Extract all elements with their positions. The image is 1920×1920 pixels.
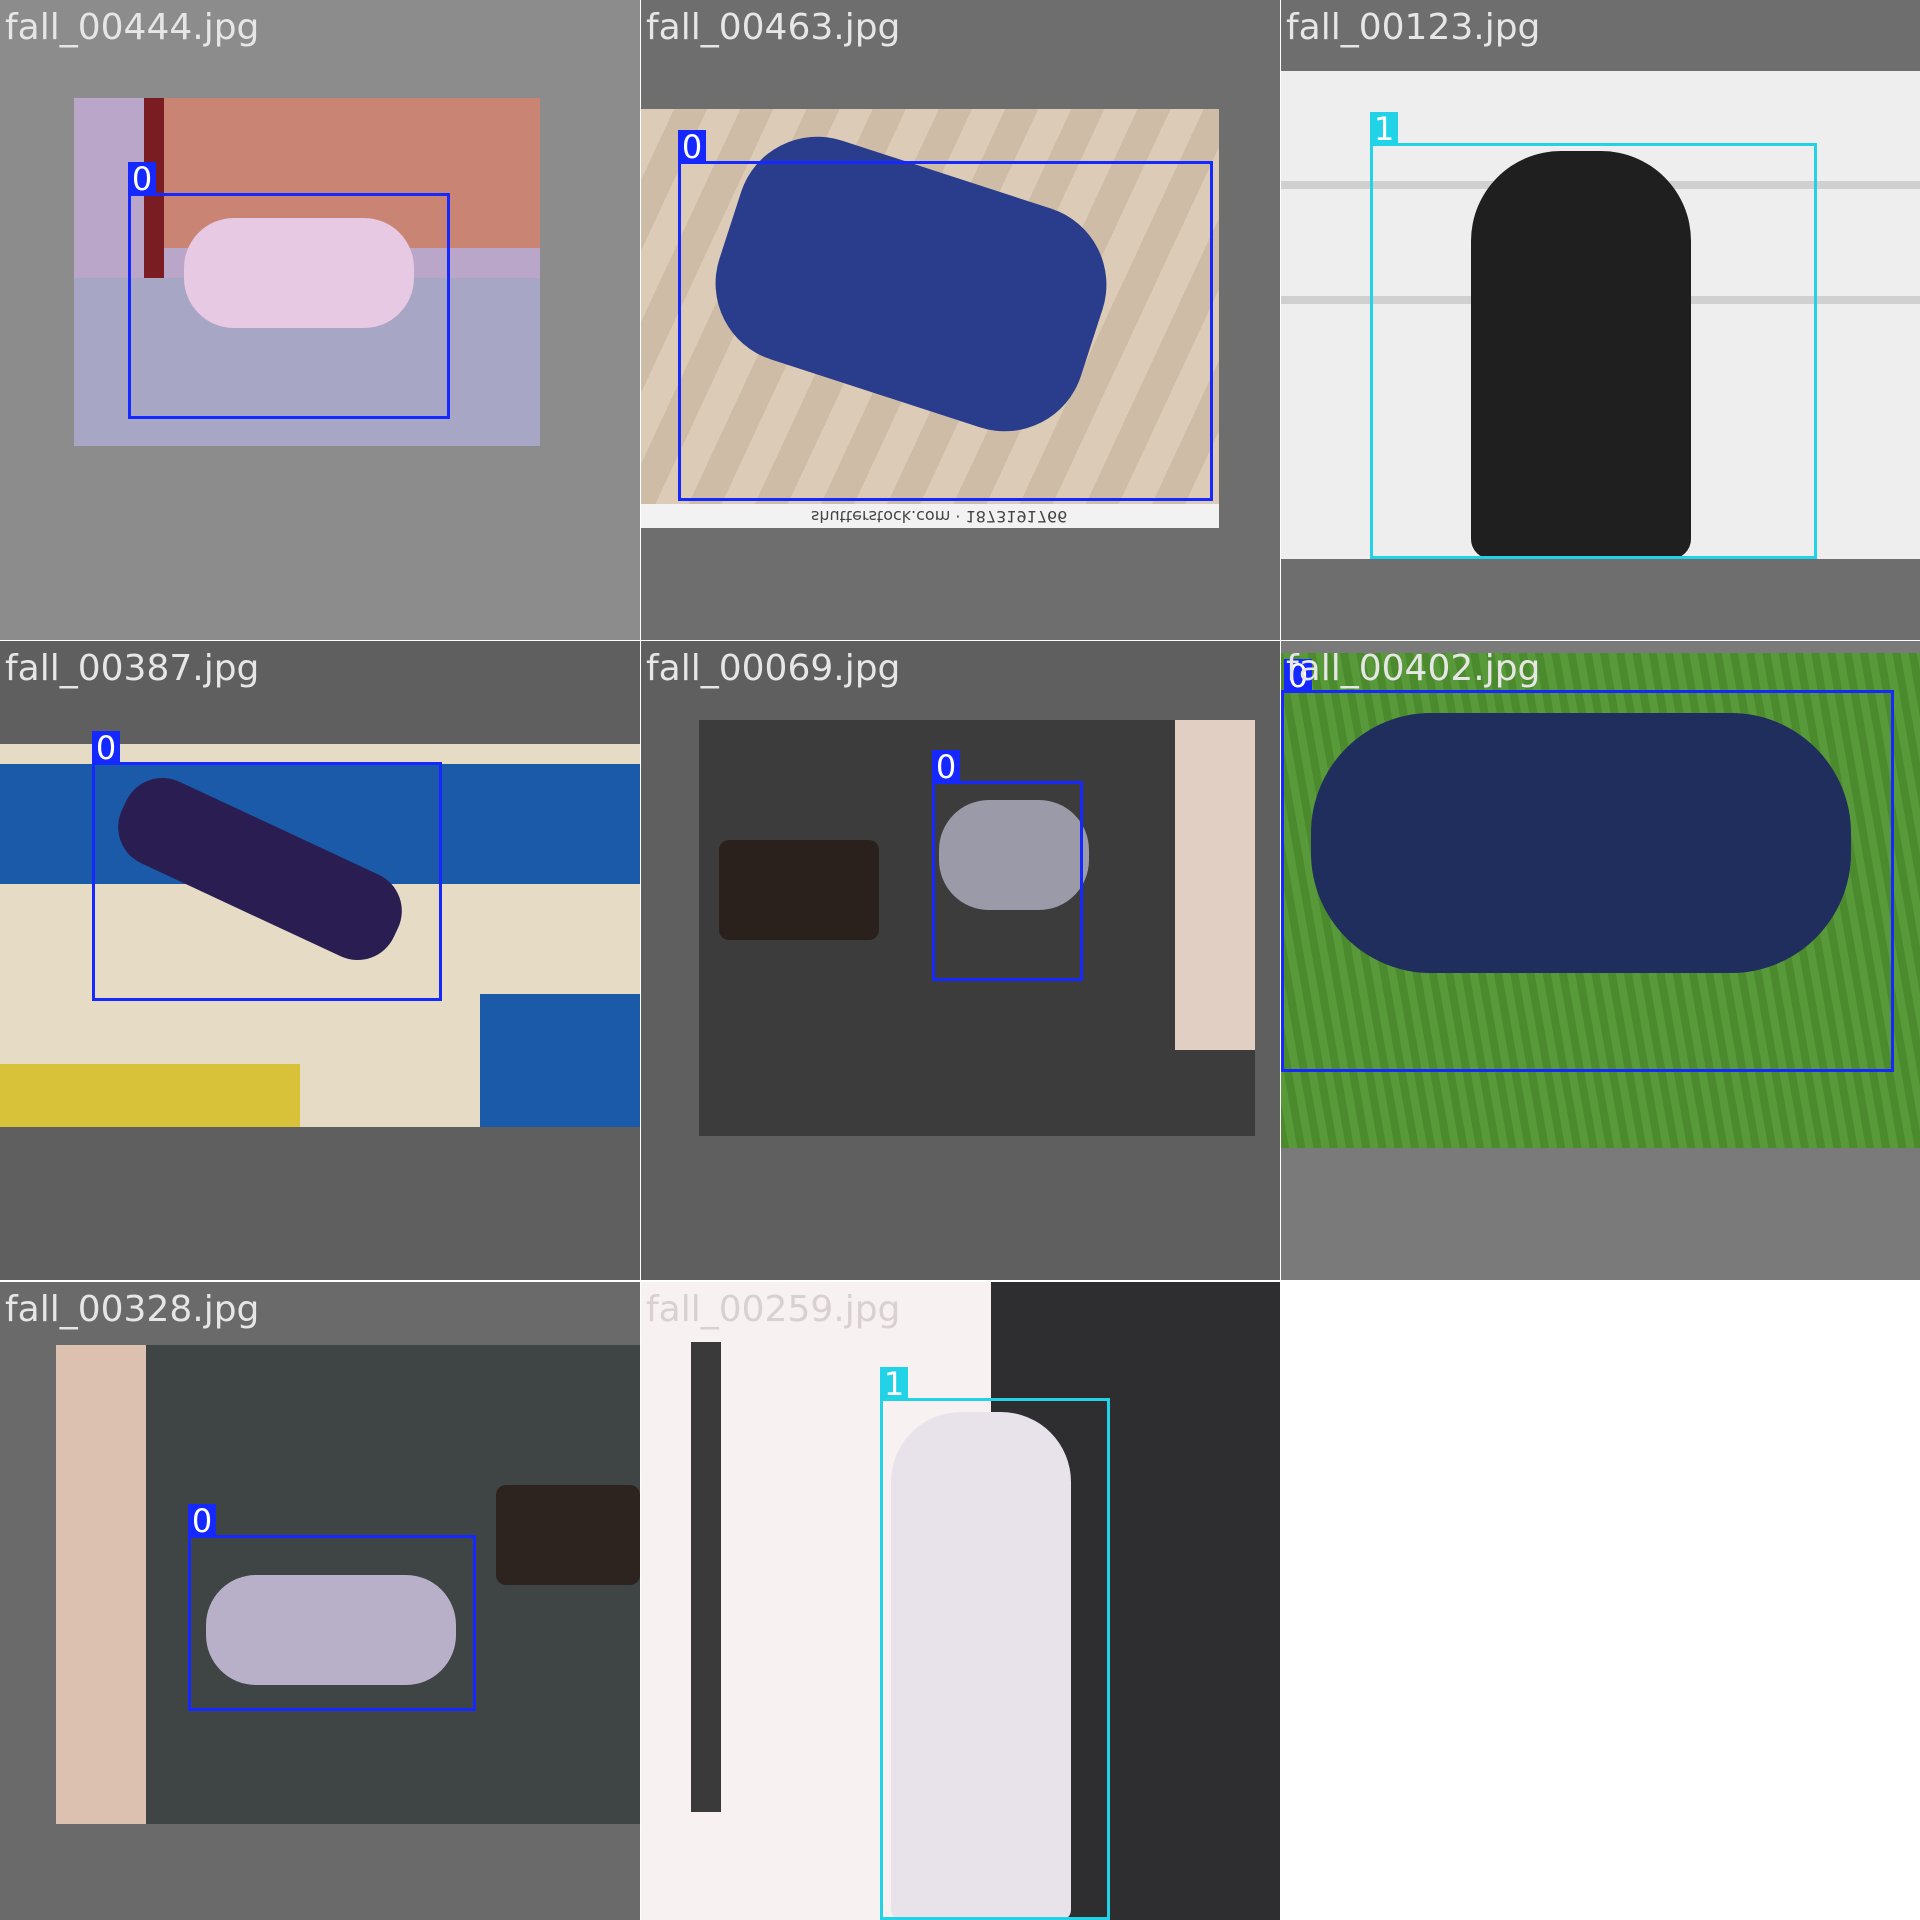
- person-figure: [184, 218, 414, 328]
- stair-rail: [144, 98, 164, 318]
- class-label: 0: [92, 731, 120, 765]
- class-label: 0: [1284, 659, 1312, 693]
- photo: [56, 1345, 640, 1824]
- desk: [56, 1345, 146, 1824]
- tile-fall-00444: 0 fall_00444.jpg: [0, 0, 640, 640]
- person-figure: [939, 800, 1089, 910]
- photo: [699, 720, 1255, 1136]
- watermark-text: shutterstock.com · 1873191766: [811, 507, 1068, 526]
- grid-divider: [1280, 0, 1281, 1282]
- tile-fall-00463: shutterstock.com · 1873191766 0 fall_004…: [641, 0, 1280, 640]
- person-figure: [1311, 713, 1851, 973]
- chair: [496, 1485, 640, 1585]
- tile-filename: fall_00123.jpg: [1286, 7, 1541, 48]
- window-frame: [691, 1342, 721, 1812]
- detection-box: 1: [880, 1367, 1110, 1920]
- class-label: 1: [880, 1367, 908, 1401]
- person-figure: [1471, 151, 1691, 559]
- detection-box: 0: [1281, 659, 1894, 1072]
- blue-mat: [480, 994, 640, 1127]
- chair: [719, 840, 879, 940]
- photo: [1281, 71, 1920, 559]
- empty-slot: [1281, 1282, 1920, 1920]
- person-figure: [891, 1412, 1071, 1920]
- detection-box: 0: [92, 731, 442, 1001]
- person-figure: [206, 1575, 456, 1685]
- class-label: 1: [1370, 112, 1398, 146]
- detection-box: 0: [678, 130, 1213, 501]
- tile-fall-00069: 0 fall_00069.jpg: [641, 641, 1280, 1280]
- tile-filename: fall_00444.jpg: [5, 7, 260, 48]
- detection-box: 0: [188, 1504, 476, 1711]
- tile-filename: fall_00387.jpg: [5, 648, 260, 689]
- photo: [74, 98, 540, 446]
- tile-filename: fall_00402.jpg: [1286, 648, 1541, 689]
- grid-divider: [640, 0, 641, 1920]
- tile-fall-00387: 0 fall_00387.jpg: [0, 641, 640, 1280]
- class-label: 0: [678, 130, 706, 164]
- detection-box: 1: [1370, 112, 1817, 559]
- tile-filename: fall_00069.jpg: [646, 648, 901, 689]
- tile-filename: fall_00259.jpg: [646, 1289, 901, 1330]
- grid-divider: [0, 640, 1920, 641]
- photo: [1281, 653, 1920, 1148]
- photo: shutterstock.com · 1873191766: [641, 109, 1219, 528]
- grid-divider: [0, 1281, 1280, 1282]
- class-label: 0: [188, 1504, 216, 1538]
- photo: [0, 744, 640, 1127]
- detection-box: 0: [128, 162, 450, 419]
- photo: [641, 1282, 1280, 1920]
- tile-fall-00402: 0 fall_00402.jpg: [1281, 641, 1920, 1280]
- desk: [1175, 720, 1255, 1050]
- tile-fall-00259: 1 fall_00259.jpg: [641, 1282, 1280, 1920]
- tile-filename: fall_00463.jpg: [646, 7, 901, 48]
- yellow-mat: [0, 1064, 300, 1127]
- detection-box: 0: [932, 750, 1083, 981]
- class-label: 0: [932, 750, 960, 784]
- tile-filename: fall_00328.jpg: [5, 1289, 260, 1330]
- tile-fall-00123: 1 fall_00123.jpg: [1281, 0, 1920, 640]
- watermark-bar: [641, 504, 1219, 528]
- tile-fall-00328: 0 fall_00328.jpg: [0, 1282, 640, 1920]
- class-label: 0: [128, 162, 156, 196]
